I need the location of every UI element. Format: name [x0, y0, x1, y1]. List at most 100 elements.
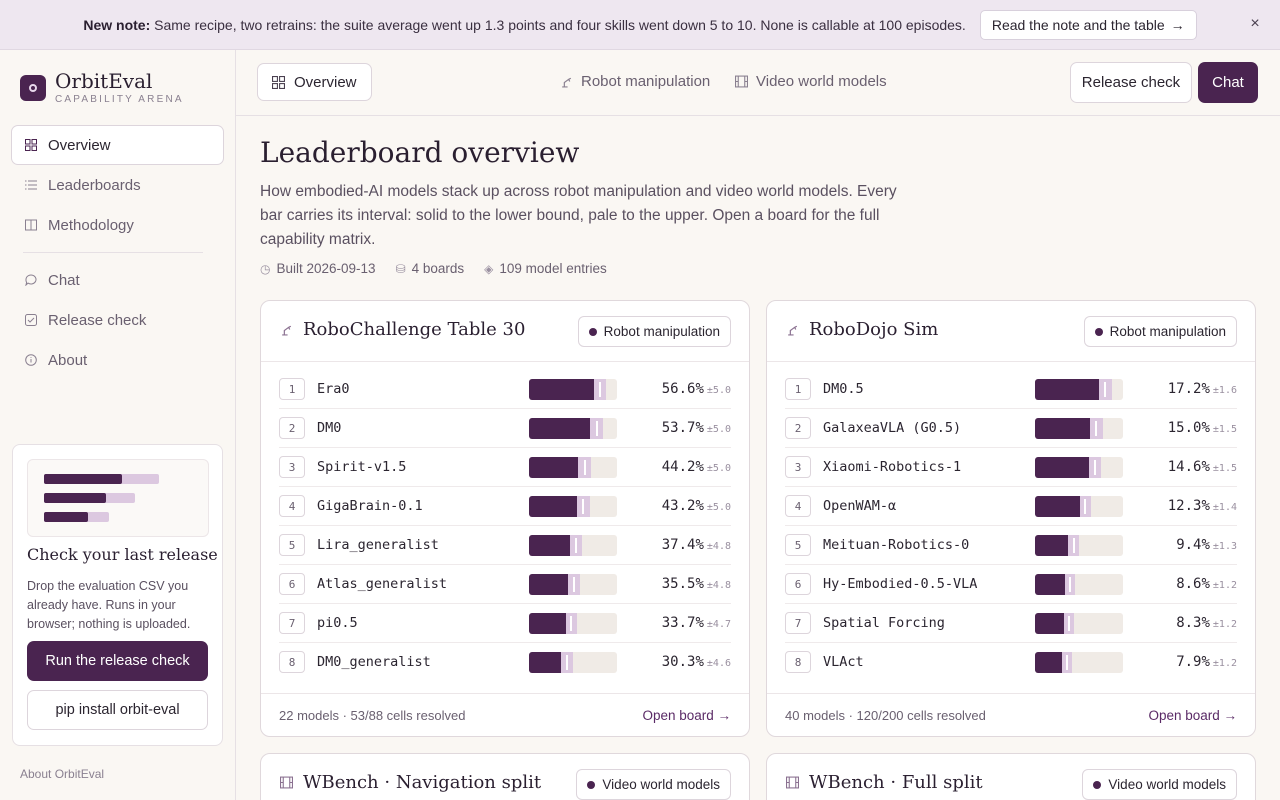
- table-row[interactable]: 3 Xiaomi-Robotics-1 14.6% ±1.5: [785, 448, 1237, 487]
- about-link[interactable]: About OrbitEval: [20, 767, 105, 781]
- rank-badge: 3: [279, 456, 305, 478]
- sidebar-item-chat[interactable]: Chat: [11, 260, 224, 300]
- model-name[interactable]: DM0.5: [823, 381, 864, 397]
- sidebar-item-release-check[interactable]: Release check: [11, 300, 224, 340]
- interval-lower: [529, 418, 591, 439]
- brand[interactable]: OrbitEval CAPABILITY ARENA: [20, 70, 184, 105]
- table-row[interactable]: 8 DM0_generalist 30.3% ±4.6: [279, 643, 731, 682]
- release-card-text: Drop the evaluation CSV you already have…: [27, 579, 191, 631]
- interval-lower: [1035, 652, 1063, 673]
- rank-badge: 7: [279, 612, 305, 634]
- model-name[interactable]: Xiaomi-Robotics-1: [823, 459, 962, 475]
- model-name[interactable]: Lira_generalist: [317, 537, 439, 553]
- board-header: RoboChallenge Table 30 Robot manipulatio…: [261, 301, 749, 362]
- board-title[interactable]: RoboChallenge Table 30: [303, 319, 526, 340]
- point-estimate: [1104, 382, 1107, 397]
- model-name[interactable]: GigaBrain-0.1: [317, 498, 423, 514]
- open-board-link[interactable]: Open board →: [642, 708, 731, 723]
- score-value: 8.3% ±1.2: [1176, 615, 1237, 631]
- table-row[interactable]: 8 VLAct 7.9% ±1.2: [785, 643, 1237, 682]
- close-icon[interactable]: ×: [1250, 15, 1260, 32]
- score-value: 15.0% ±1.5: [1168, 420, 1237, 436]
- score-bar: [529, 652, 617, 673]
- read-note-button[interactable]: Read the note and the table →: [979, 9, 1197, 40]
- tab-video-world-models[interactable]: Video world models: [735, 73, 887, 90]
- model-name[interactable]: Spirit-v1.5: [317, 459, 407, 475]
- point-estimate: [582, 499, 585, 514]
- table-row[interactable]: 5 Lira_generalist 37.4% ±4.8: [279, 526, 731, 565]
- chat-icon: [24, 273, 38, 287]
- score-bar: [1035, 613, 1123, 634]
- score-value: 30.3% ±4.6: [662, 654, 731, 670]
- interval-lower: [529, 496, 577, 517]
- sidebar-item-methodology[interactable]: Methodology: [11, 205, 224, 245]
- announcement-banner: New note: Same recipe, two retrains: the…: [0, 0, 1280, 50]
- model-name[interactable]: Spatial Forcing: [823, 615, 945, 631]
- tab-label: Robot manipulation: [581, 73, 711, 90]
- score-bar: [1035, 379, 1123, 400]
- model-name[interactable]: GalaxeaVLA (G0.5): [823, 420, 962, 436]
- table-row[interactable]: 6 Atlas_generalist 35.5% ±4.8: [279, 565, 731, 604]
- page-meta: ◷ Built 2026-09-13 ⛁ 4 boards ◈ 109 model e…: [260, 261, 607, 276]
- sidebar-item-about[interactable]: About: [11, 340, 224, 380]
- score-percent: 37.4%: [661, 537, 704, 553]
- score-bar: [529, 457, 617, 478]
- table-row[interactable]: 5 Meituan-Robotics-0 9.4% ±1.3: [785, 526, 1237, 565]
- score-percent: 56.6%: [661, 381, 704, 397]
- model-name[interactable]: pi0.5: [317, 615, 358, 631]
- model-name[interactable]: DM0_generalist: [317, 654, 431, 670]
- score-interval: ±1.6: [1212, 385, 1237, 396]
- pip-install-button[interactable]: pip install orbit-eval: [27, 690, 208, 730]
- brand-name: OrbitEval: [55, 69, 153, 93]
- read-note-label: Read the note and the table: [991, 16, 1165, 33]
- chat-button[interactable]: Chat: [1198, 62, 1258, 103]
- sidebar-item-overview[interactable]: Overview: [11, 125, 224, 165]
- table-row[interactable]: 4 OpenWAM-α 12.3% ±1.4: [785, 487, 1237, 526]
- rank-badge: 4: [785, 495, 811, 517]
- model-name[interactable]: Meituan-Robotics-0: [823, 537, 970, 553]
- open-board-link[interactable]: Open board →: [1148, 708, 1237, 723]
- sidebar-item-label: Chat: [48, 271, 80, 289]
- score-value: 14.6% ±1.5: [1168, 459, 1237, 475]
- tab-robot-manipulation[interactable]: Robot manipulation: [560, 73, 710, 90]
- release-card-title: Check your last release: [27, 545, 218, 564]
- rank-badge: 5: [785, 534, 811, 556]
- board-footer: 22 models · 53/88 cells resolved Open bo…: [261, 693, 749, 736]
- score-bar: [1035, 418, 1123, 439]
- rank-badge: 2: [785, 417, 811, 439]
- point-estimate: [566, 655, 569, 670]
- model-name[interactable]: DM0: [317, 420, 342, 436]
- score-interval: ±5.0: [706, 502, 731, 513]
- score-percent: 35.5%: [661, 576, 704, 592]
- model-name[interactable]: Era0: [317, 381, 350, 397]
- table-row[interactable]: 1 DM0.5 17.2% ±1.6: [785, 370, 1237, 409]
- table-row[interactable]: 4 GigaBrain-0.1 43.2% ±5.0: [279, 487, 731, 526]
- score-interval: ±4.7: [706, 619, 731, 630]
- tab-overview[interactable]: Overview: [257, 63, 372, 101]
- table-row[interactable]: 7 pi0.5 33.7% ±4.7: [279, 604, 731, 643]
- score-interval: ±5.0: [706, 424, 731, 435]
- sidebar-item-leaderboards[interactable]: Leaderboards: [11, 165, 224, 205]
- run-release-check-button[interactable]: Run the release check: [27, 641, 208, 681]
- board-header: WBench · Navigation split Video world mo…: [261, 754, 749, 800]
- board-title[interactable]: WBench · Navigation split: [303, 772, 542, 793]
- model-name[interactable]: Atlas_generalist: [317, 576, 448, 592]
- table-row[interactable]: 7 Spatial Forcing 8.3% ±1.2: [785, 604, 1237, 643]
- tag-dot: [1093, 780, 1102, 789]
- model-name[interactable]: OpenWAM-α: [823, 498, 897, 514]
- table-row[interactable]: 3 Spirit-v1.5 44.2% ±5.0: [279, 448, 731, 487]
- board-card: WBench · Navigation split Video world mo…: [260, 753, 750, 800]
- sidebar-item-label: Overview: [48, 136, 111, 154]
- table-row[interactable]: 6 Hy-Embodied-0.5-VLA 8.6% ±1.2: [785, 565, 1237, 604]
- board-title[interactable]: RoboDojo Sim: [809, 319, 939, 340]
- table-row[interactable]: 1 Era0 56.6% ±5.0: [279, 370, 731, 409]
- model-name[interactable]: Hy-Embodied-0.5-VLA: [823, 576, 978, 592]
- score-bar: [529, 574, 617, 595]
- interval-lower: [1035, 574, 1066, 595]
- model-name[interactable]: VLAct: [823, 654, 864, 670]
- table-row[interactable]: 2 GalaxeaVLA (G0.5) 15.0% ±1.5: [785, 409, 1237, 448]
- board-card: RoboDojo Sim Robot manipulation 1 DM0.5 17…: [766, 300, 1256, 737]
- release-check-button[interactable]: Release check: [1070, 62, 1192, 103]
- board-title[interactable]: WBench · Full split: [809, 772, 983, 793]
- table-row[interactable]: 2 DM0 53.7% ±5.0: [279, 409, 731, 448]
